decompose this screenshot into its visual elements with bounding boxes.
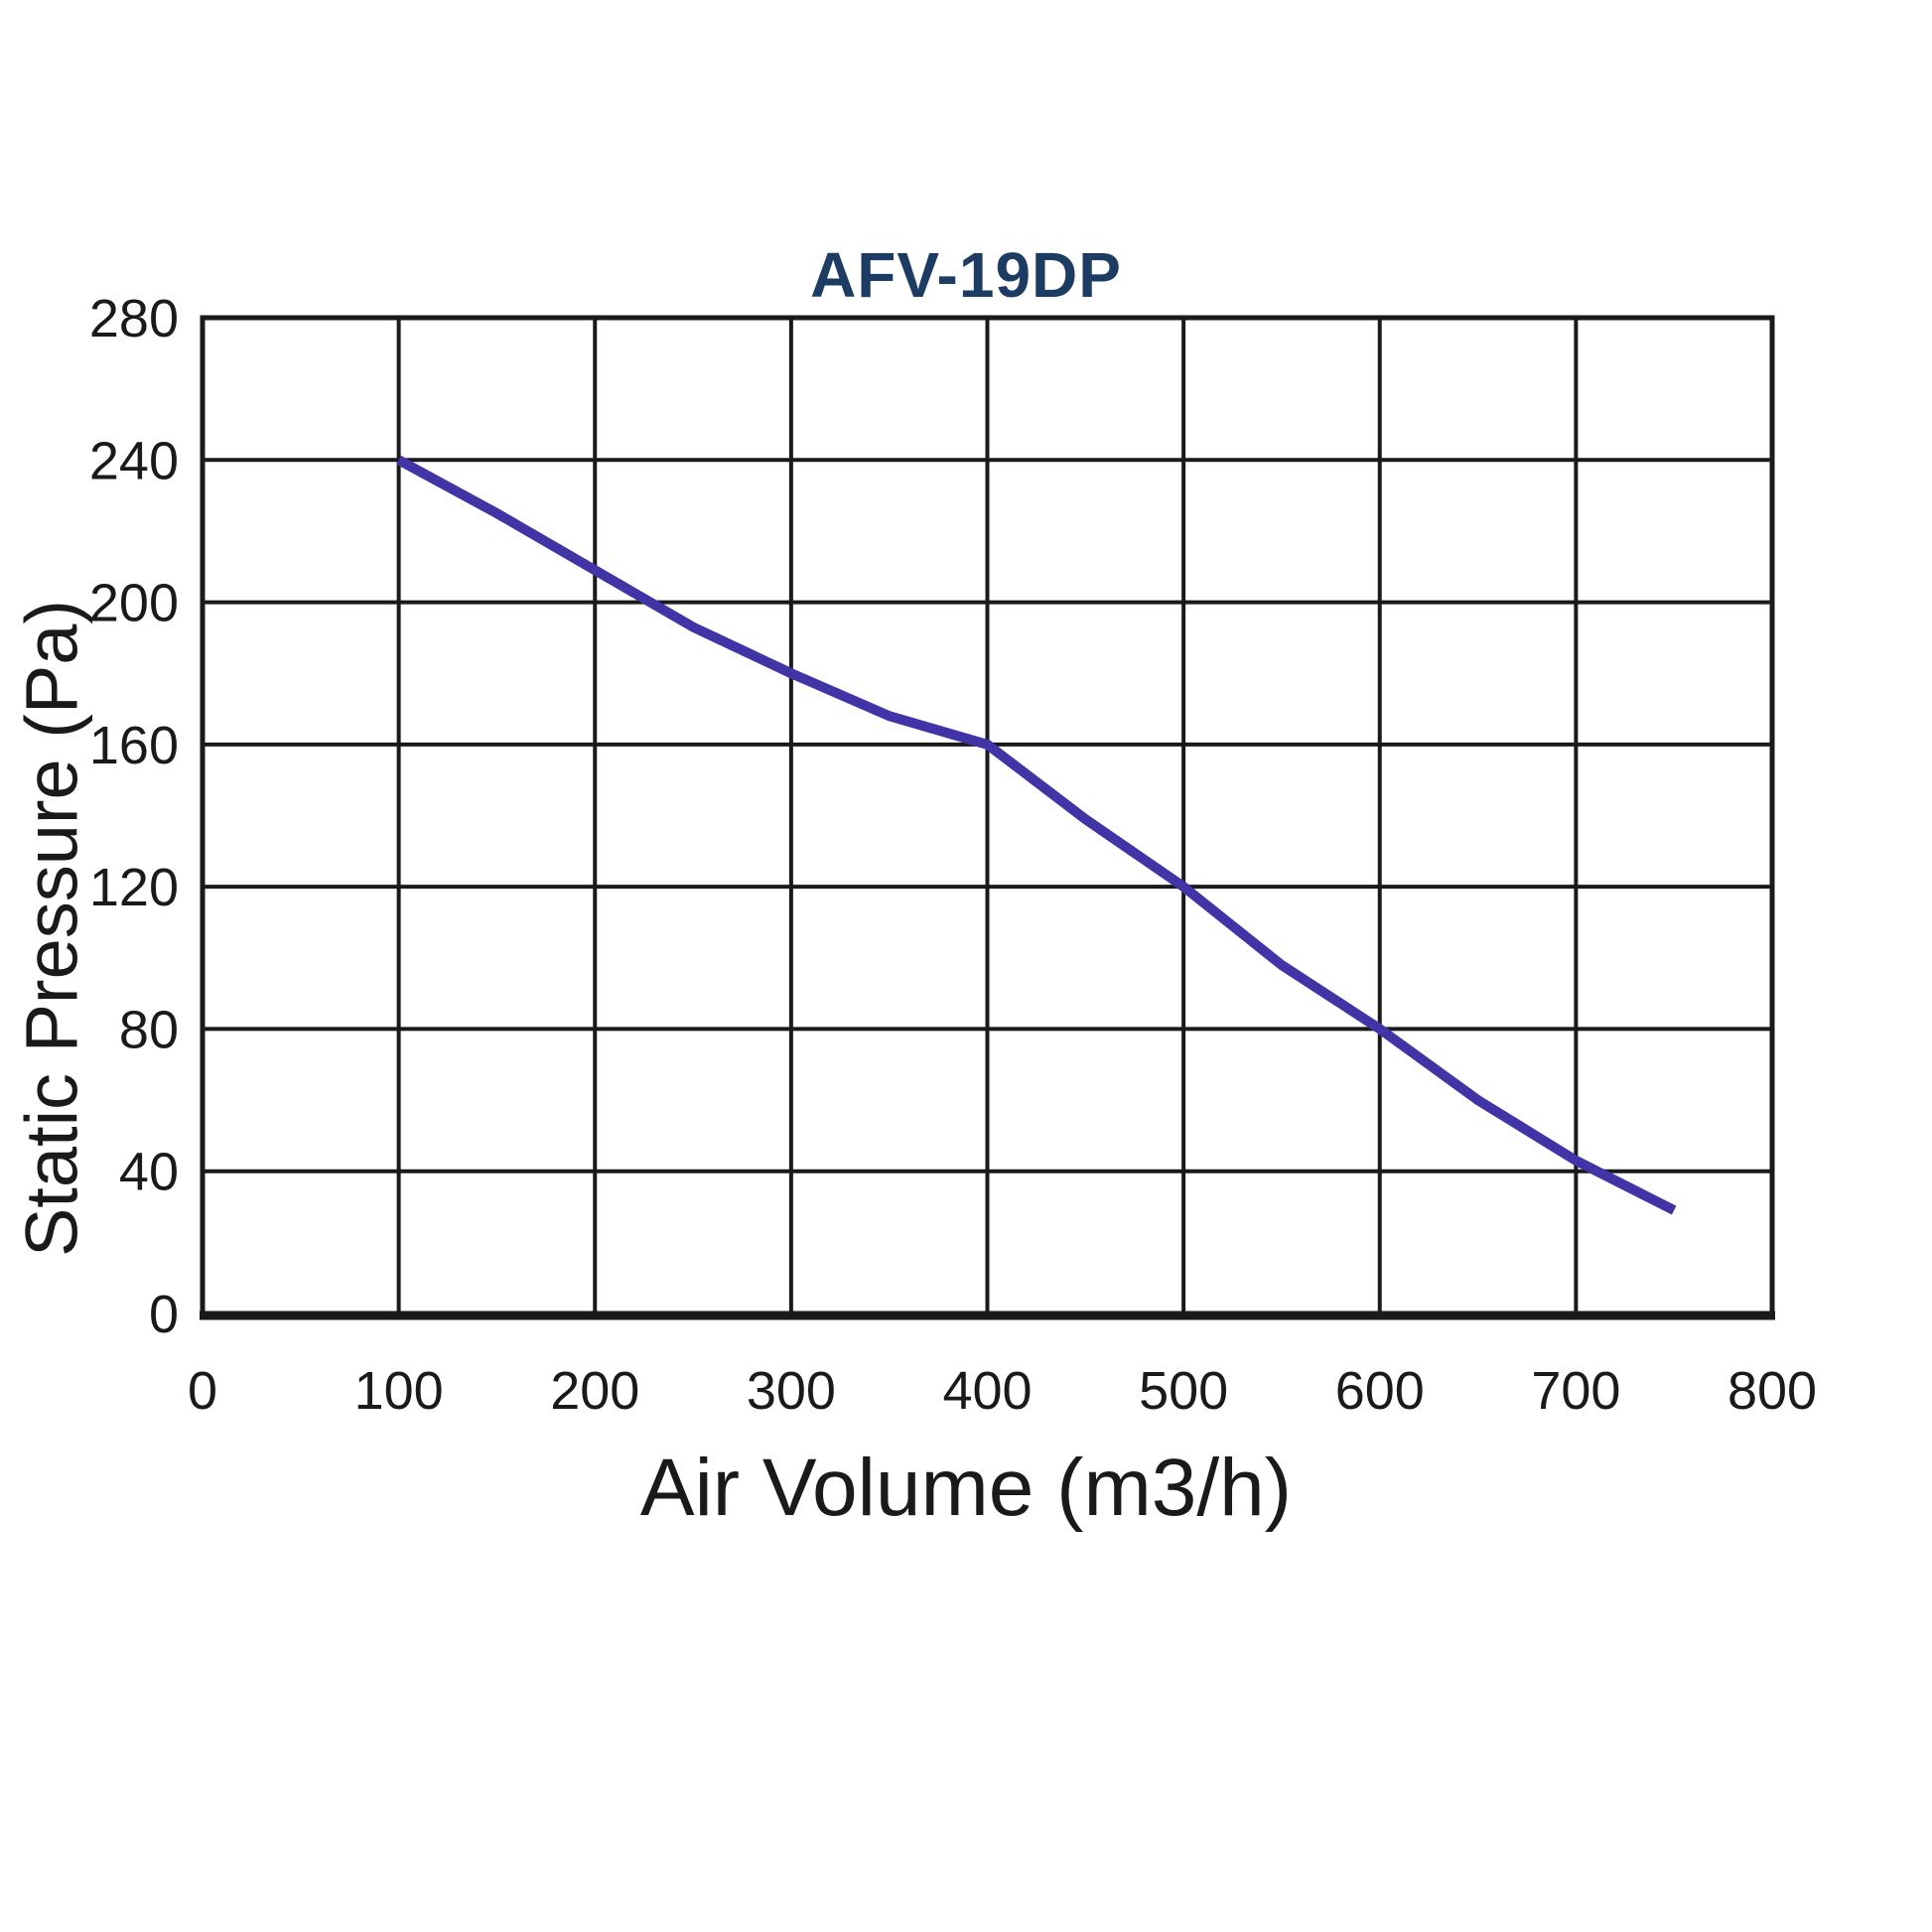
y-tick-label-200: 200 (89, 574, 179, 633)
x-tick-label-600: 600 (1335, 1361, 1425, 1421)
x-tick-label-300: 300 (747, 1361, 836, 1421)
chart-title: AFV-19DP (810, 239, 1122, 311)
x-tick-label-500: 500 (1139, 1361, 1228, 1421)
y-tick-label-120: 120 (89, 858, 179, 917)
y-tick-label-160: 160 (89, 716, 179, 775)
y-tick-label-280: 280 (89, 289, 179, 348)
x-tick-label-0: 0 (188, 1361, 217, 1421)
y-tick-label-80: 80 (119, 1000, 179, 1059)
x-tick-label-100: 100 (354, 1361, 444, 1421)
x-tick-label-400: 400 (942, 1361, 1032, 1421)
x-tick-label-800: 800 (1727, 1361, 1817, 1421)
x-tick-label-200: 200 (550, 1361, 639, 1421)
y-tick-label-240: 240 (89, 431, 179, 490)
x-tick-label-700: 700 (1531, 1361, 1620, 1421)
y-tick-label-0: 0 (149, 1285, 179, 1344)
x-axis-title: Air Volume (m3/h) (639, 1443, 1293, 1533)
y-tick-label-40: 40 (119, 1143, 179, 1202)
series-line-AFV-19DP (396, 455, 1677, 1215)
